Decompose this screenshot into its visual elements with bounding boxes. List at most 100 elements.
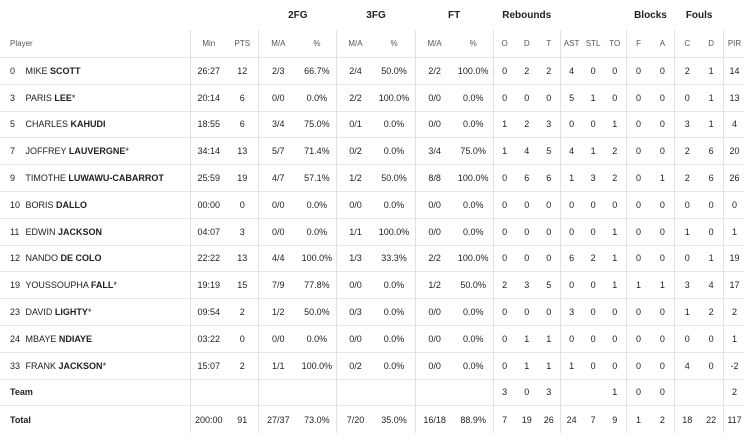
stat-ft-ma: 0/0 [414,83,454,112]
col-3fg-pct[interactable]: % [390,39,398,48]
stat-min: 34:14 [190,137,227,165]
col-reb-o[interactable]: O [492,30,516,58]
player-first-name: MIKE [25,65,48,76]
col-pir[interactable]: PIR [723,30,745,58]
col-foul-c[interactable]: C [674,30,700,58]
stat-ft-ma: 0/0 [414,298,454,326]
stat-3fg-ma: 0/0 [336,271,374,299]
col-ft-pct[interactable]: % [469,39,477,48]
stat-to: 0 [603,190,627,219]
player-cell[interactable]: 3 PARIS LEE* [0,83,191,112]
player-last-name: FALL [90,280,114,291]
player-row[interactable]: 3 PARIS LEE* 20:14 6 0/0 0.0% 2/2 100.0% 0/0 0.0… [0,83,745,112]
col-pts[interactable]: PTS [234,39,251,48]
player-cell[interactable]: 11 EDWIN JACKSON [0,217,191,246]
player-row[interactable]: 7 JOFFREY LAUVERGNE* 34:14 13 5/7 71.4% 0/2 0.… [0,137,745,165]
player-first-name: DAVID [25,307,53,318]
stat-foul-d: 0 [699,351,724,380]
player-row[interactable]: 33 FRANK JACKSON* 15:07 2 1/1 100.0% 0/2 0.0% 0… [0,351,745,380]
stat-3fg-ma: 0/2 [336,137,374,165]
player-row[interactable]: 23 DAVID LIGHTY* 09:54 2 1/2 50.0% 0/3 0.0% 0/0… [0,298,745,326]
stat-reb-t: 0 [537,83,561,112]
player-number: 9 [10,173,16,184]
player-last-name: LUWAWU-CABARROT [68,173,164,184]
player-row[interactable]: 12 NANDO DE COLO 22:22 13 4/4 100.0% 1/3 33.3%… [0,244,745,272]
stat-2fg-ma: 1/2 [258,298,298,326]
starter-mark: * [125,146,129,157]
stat-3fg-pct: 100.0% [373,83,416,112]
player-last-name: LAUVERGNE [68,146,126,157]
col-foul-d[interactable]: D [708,39,714,48]
stat-stl: 0 [582,190,604,219]
player-first-name: TIMOTHE [25,173,66,184]
player-row[interactable]: 24 MBAYE NDIAYE 03:22 0 0/0 0.0% 0/0 0.0% 0/0 0.… [0,324,745,353]
player-cell[interactable]: 24 MBAYE NDIAYE [0,324,191,353]
player-row[interactable]: 19 YOUSSOUPHA FALL* 19:19 15 7/9 77.8% 0/0 0.0… [0,271,745,299]
stat-3fg-pct: 0.0% [373,190,416,219]
group-spacer [191,0,227,30]
col-to[interactable]: TO [609,39,621,48]
player-row[interactable]: 10 BORIS DALLO 00:00 0 0/0 0.0% 0/0 0.0% 0/0 0.0… [0,190,745,219]
stat-ft-pct: 50.0% [453,271,494,299]
col-blk-f[interactable]: F [625,30,651,58]
player-cell[interactable]: 5 CHARLES KAHUDI [0,110,191,138]
player-cell[interactable]: 10 BORIS DALLO [0,190,191,219]
col-3fg-ma[interactable]: M/A [336,30,374,58]
stat-3fg-pct: 0.0% [373,298,416,326]
col-player[interactable]: Player [10,39,33,48]
stat-ft-pct: 0.0% [453,324,494,353]
player-cell[interactable]: 0 MIKE SCOTT [0,57,191,85]
stat-blk-f: 1 [625,405,651,433]
stat-ast: 4 [559,137,583,165]
player-cell[interactable]: 19 YOUSSOUPHA FALL* [0,271,191,299]
stat-min: 15:07 [190,351,227,380]
stat-reb-d: 2 [515,110,538,138]
player-cell[interactable]: 33 FRANK JACKSON* [0,351,191,380]
stat-min: 26:27 [190,57,227,85]
player-last-name: JACKSON [58,226,103,237]
stat-foul-c: 18 [674,405,700,433]
stat-2fg-ma: 0/0 [258,324,298,353]
starter-mark: * [113,280,117,291]
col-reb-d[interactable]: D [523,39,530,48]
col-ast[interactable]: AST [559,30,583,58]
player-number: 23 [10,307,21,318]
stat-3fg-ma: 0/3 [336,298,374,326]
player-row[interactable]: 0 MIKE SCOTT 26:27 12 2/3 66.7% 2/4 50.0% 2/2 10… [0,57,745,85]
stat-blk-f: 0 [625,244,651,272]
starter-mark: * [71,92,76,103]
stat-to: 1 [603,244,627,272]
player-cell[interactable]: 12 NANDO DE COLO [0,244,191,272]
group-header-row: 2FG 3FG FT Rebounds Blocks Fouls [0,0,745,30]
stat-pts: 12 [226,57,259,85]
col-ft-ma[interactable]: M/A [414,30,454,58]
player-cell[interactable]: 9 TIMOTHE LUWAWU-CABARROT [0,164,191,192]
stat-pir: 19 [723,244,745,272]
stat-to: 1 [603,271,627,299]
stat-reb-o: 0 [492,298,516,326]
stat-blk-f: 0 [625,217,651,246]
player-cell[interactable]: 23 DAVID LIGHTY* [0,298,191,326]
player-row[interactable]: 9 TIMOTHE LUWAWU-CABARROT 25:59 19 4/7 57.1%… [0,164,745,192]
col-stl[interactable]: STL [585,39,601,48]
group-spacer [0,0,191,30]
stat-to: 0 [603,351,627,380]
player-row[interactable]: 11 EDWIN JACKSON 04:07 3 0/0 0.0% 1/1 100.0% 0/… [0,217,745,246]
group-spacer [724,0,745,30]
player-cell[interactable]: 7 JOFFREY LAUVERGNE* [0,137,191,165]
col-2fg-pct[interactable]: % [313,39,321,48]
stat-ft-ma: 1/2 [414,271,454,299]
col-reb-t[interactable]: T [546,39,552,48]
col-blk-a[interactable]: A [659,39,666,48]
stat-2fg-ma: 0/0 [258,83,298,112]
player-number: 12 [10,253,21,264]
stat-reb-d: 4 [515,137,538,165]
player-last-name: LEE [54,92,72,103]
player-row[interactable]: 5 CHARLES KAHUDI 18:55 6 3/4 75.0% 0/1 0.0% 0/0… [0,110,745,138]
group-spacer [560,0,626,30]
col-min[interactable]: Min [190,30,227,58]
stat-2fg-pct: 0.0% [297,324,337,353]
col-2fg-ma[interactable]: M/A [258,30,298,58]
